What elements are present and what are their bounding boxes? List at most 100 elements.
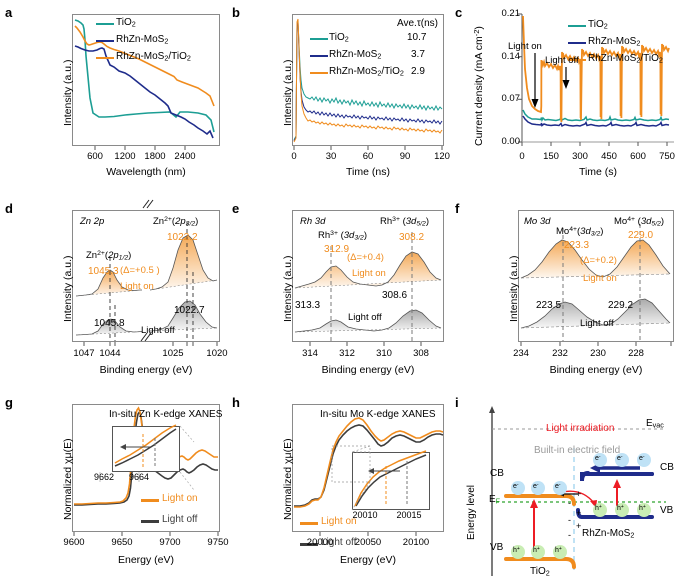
panel-i-right-cb-label: CB xyxy=(660,462,674,473)
panel-i-charge-minus-1: - xyxy=(568,498,571,508)
panel-g-xticks xyxy=(73,532,219,536)
panel-e-value-off-right: 308.6 xyxy=(382,290,408,301)
panel-c-xtick-3: 450 xyxy=(601,151,617,162)
panel-e-yaxis-title: Intensity (a.u.) xyxy=(282,255,294,322)
panel-e-xtick-2: 310 xyxy=(376,348,392,359)
panel-a-curves xyxy=(74,19,215,139)
panel-b-legend-swatch-rhzn-mos2 xyxy=(310,55,328,58)
panel-e-value-off-left: 313.3 xyxy=(295,300,321,311)
panel-i-charge-plus-2: + xyxy=(576,508,582,518)
panel-c-legend-label-tio2: TiO2 xyxy=(588,19,608,31)
panel-i-electron-glyph-5: e- xyxy=(617,454,623,463)
panel-f-yaxis-title: Intensity (a.u.) xyxy=(508,255,520,322)
panel-f-value-on-right: 229.0 xyxy=(628,230,654,241)
panel-a-plot xyxy=(72,14,220,146)
panel-b-legend-swatch-rhzn-mos2-tio2 xyxy=(310,72,328,75)
panel-f-xtick-0: 234 xyxy=(513,348,529,359)
panel-d-xticks xyxy=(83,332,218,346)
panel-h-xticks xyxy=(319,532,417,536)
panel-f-xtick-3: 228 xyxy=(628,348,644,359)
panel-c-ytick-0: 0.00 xyxy=(501,136,521,147)
panel-i-hole-glyph-2: h+ xyxy=(533,546,540,555)
panel-a-xtick-3: 2400 xyxy=(174,151,196,162)
panel-i-charge-plus-1: + xyxy=(576,489,582,499)
panel-c-arrows xyxy=(531,53,570,108)
panel-a-legend-label-rhzn-mos2: RhZn-MoS2 xyxy=(116,34,169,46)
panel-i-label: i xyxy=(455,395,459,410)
panel-g-legend-label-light-on: Light on xyxy=(162,493,198,504)
panel-e-xtick-3: 308 xyxy=(413,348,429,359)
panel-d-value-off-left: 1045.8 xyxy=(94,318,125,329)
panel-h-legend-label-light-on: Light on xyxy=(321,516,357,527)
panel-a-yaxis-title: Intensity (a.u.) xyxy=(62,59,74,126)
panel-b-legend-header: Ave.τ(ns) xyxy=(397,18,439,29)
panel-b-legend-tau-rhzn-mos2: 3.7 xyxy=(411,49,425,60)
panel-h-title: In-situ Mo K-edge XANES xyxy=(320,409,436,420)
panel-g-xtick-2: 9700 xyxy=(159,537,181,548)
panel-b-legend-label-tio2: TiO2 xyxy=(329,32,349,44)
panel-g-xtick-0: 9600 xyxy=(63,537,85,548)
panel-g-inset-connectors xyxy=(99,425,195,491)
panel-i-electron-glyph-2: e- xyxy=(533,482,539,491)
panel-c-xtick-4: 600 xyxy=(630,151,646,162)
panel-d-peak-label-right: Zn2+(2p3/2) xyxy=(153,216,199,228)
panel-e-xtick-0: 314 xyxy=(302,348,318,359)
panel-f-xps-curves xyxy=(520,224,671,341)
panel-e-peak-label-left: Rh3+ (3d3/2) xyxy=(318,230,368,242)
panel-i-electron-glyph-1: e- xyxy=(513,482,519,491)
panel-h-yaxis-title: Normalized χμ(E) xyxy=(282,438,294,520)
panel-e-element-label: Rh 3d xyxy=(300,216,326,227)
panel-d-value-on-right: 1022.2 xyxy=(167,232,198,243)
panel-i-charge-plus-3: + xyxy=(576,521,582,531)
panel-c-ytick-2: 0.14 xyxy=(501,51,521,62)
panel-d-label: d xyxy=(5,201,13,216)
panel-f-xaxis-title: Binding energy (eV) xyxy=(549,364,643,376)
panel-b-plot xyxy=(292,14,444,146)
panel-a-xtick-1: 1200 xyxy=(114,151,136,162)
panel-d-value-off-right: 1022.7 xyxy=(174,305,205,316)
panel-g-legend-swatch-light-off xyxy=(141,520,159,523)
panel-g-yaxis-title: Normalized χμ(E) xyxy=(62,438,74,520)
panel-f-peak-label-right: Mo4+ (3d5/2) xyxy=(614,216,665,228)
panel-b-xticks xyxy=(293,146,443,150)
panel-d-xaxis-title: Binding energy (eV) xyxy=(99,364,193,376)
panel-a-xaxis-title: Wavelength (nm) xyxy=(106,166,186,178)
panel-g-label: g xyxy=(5,395,13,410)
panel-d-delta: (Δ=+0.5 ) xyxy=(120,265,160,276)
panel-i-left-material-label: TiO2 xyxy=(530,566,550,578)
panel-c-label: c xyxy=(455,5,463,20)
panel-b-curves xyxy=(293,18,443,143)
panel-c-legend-label-rhzn-mos2-tio2: RhZn-MoS2/TiO2 xyxy=(588,53,663,65)
panel-e-value-on-left: 312.9 xyxy=(324,244,350,255)
panel-b-xtick-4: 120 xyxy=(434,151,450,162)
panel-c-xtick-5: 750 xyxy=(659,151,675,162)
panel-h-label: h xyxy=(232,395,240,410)
panel-c-legend-swatch-tio2 xyxy=(568,25,586,28)
panel-a-xtick-0: 600 xyxy=(87,151,103,162)
panel-h-xtick-1: 20050 xyxy=(354,537,382,548)
panel-h-inset-connectors xyxy=(331,445,371,511)
panel-i-electron-glyph-6: e- xyxy=(639,454,645,463)
panel-h-legend-label-light-off: Light off xyxy=(321,537,357,548)
panel-i-hole-glyph-6: h+ xyxy=(639,504,646,513)
panel-b-xtick-1: 30 xyxy=(325,151,337,162)
panel-h-legend-swatch-light-on xyxy=(300,522,318,525)
panel-h-xtick-0: 20000 xyxy=(306,537,334,548)
panel-i-hole-glyph-1: h+ xyxy=(513,546,520,555)
panel-b-label: b xyxy=(232,5,240,20)
panel-d-xtick-left-1: 1044 xyxy=(99,348,121,359)
panel-i-hole-glyph-5: h+ xyxy=(617,504,624,513)
panel-h-legend-swatch-light-off xyxy=(300,543,318,546)
panel-i-hole-glyph-4: h+ xyxy=(595,504,602,513)
panel-g-legend-label-light-off: Light off xyxy=(162,514,198,525)
panel-b-xtick-3: 90 xyxy=(399,151,411,162)
panel-i-evac-label: Evac xyxy=(646,418,664,430)
panel-d-yaxis-title: Intensity (a.u.) xyxy=(62,255,74,322)
panel-b-legend-tau-rhzn-mos2-tio2: 2.9 xyxy=(411,66,425,77)
panel-h-inset xyxy=(352,452,430,510)
panel-b-xtick-0: 0 xyxy=(291,151,297,162)
panel-c-xaxis-title: Time (s) xyxy=(578,166,618,178)
panel-i-hole-glyph-3: h+ xyxy=(555,546,562,555)
panel-e-peak-label-right: Rh3+ (3d5/2) xyxy=(380,216,430,228)
